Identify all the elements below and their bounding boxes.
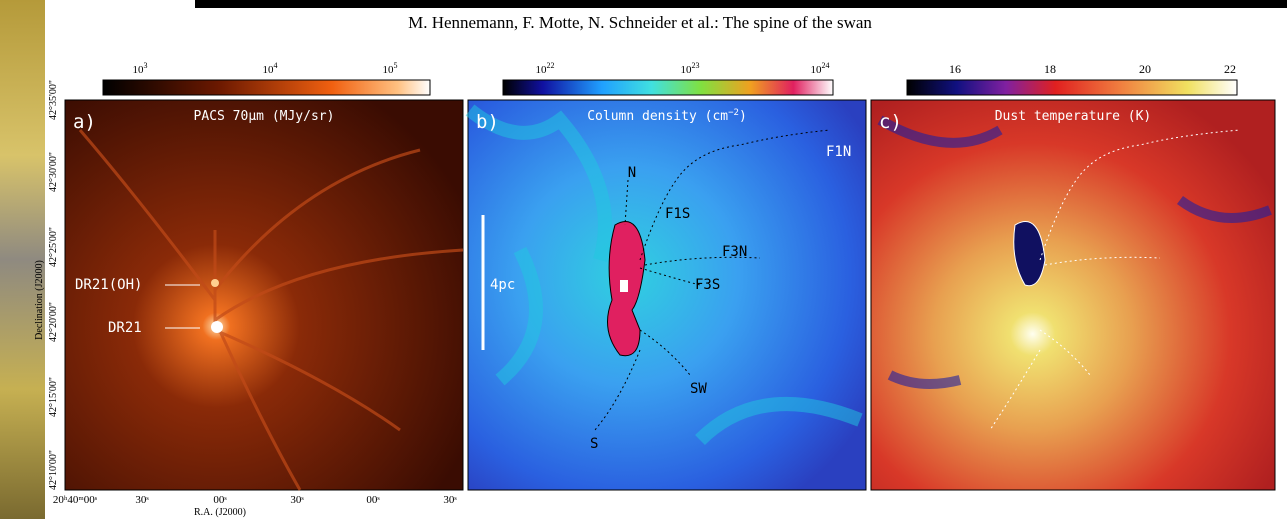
image [871,100,1275,490]
y-tick-label: 42°10'00" [48,450,59,490]
top-strip [195,0,1287,8]
y-tick-label: 42°25'00" [48,227,59,267]
panel-letter: b) [476,111,499,133]
panel-letter: a) [73,111,96,133]
tick-exp: 5 [394,61,398,70]
tick-base: 10 [383,64,395,76]
annotation: F1S [665,206,690,222]
title-text: Column density (cm [587,109,728,124]
tick-exp: 4 [274,61,278,70]
tick-base: 10 [811,64,823,76]
tick-base: 10 [133,64,145,76]
annotation: DR21 [108,320,142,336]
colorbar [503,80,833,95]
tick-base: 10 [536,64,548,76]
tick-base: 10 [263,64,275,76]
x-tick-label: 00ˢ [213,494,227,506]
x-tick-label: 30ˢ [443,494,457,506]
image [65,100,463,490]
source [211,279,219,287]
annotation: SW [690,381,707,397]
x-tick-label: 30ˢ [135,494,149,506]
x-tick-label: 00ˢ [366,494,380,506]
annotation: 4pc [490,277,515,293]
figure: M. Hennemann, F. Motte, N. Schneider et … [0,0,1287,519]
colorbar-tick: 105 [383,61,398,76]
header-title: M. Hennemann, F. Motte, N. Schneider et … [408,13,872,32]
y-axis-label: Declination (J2000) [34,260,45,340]
y-tick-label: 42°35'00" [48,80,59,120]
panel-title: Column density (cm−2) [587,108,747,124]
annotation: N [628,165,636,181]
annotation: F3N [722,244,747,260]
colorbar-tick: 1024 [811,61,830,76]
annotation: F1N [826,144,851,160]
source [211,321,223,333]
colorbar-tick: 18 [1044,62,1056,76]
title-sup: −2 [728,108,739,118]
colorbar-tick: 20 [1139,62,1151,76]
colorbar [907,80,1237,95]
tick-base: 10 [681,64,693,76]
page-edge [0,0,45,519]
panel-a [65,100,463,490]
panel-title: PACS 70μm (MJy/sr) [194,109,335,124]
colorbar-tick: 103 [133,61,148,76]
y-tick-label: 42°15'00" [48,377,59,417]
panel-title: Dust temperature (K) [995,109,1152,124]
panel-b [468,100,866,490]
panel-letter: c) [879,111,902,133]
x-tick-label: 20ʰ40ᵐ00ˢ [53,494,98,506]
annotation: F3S [695,277,720,293]
panel-c [871,100,1275,490]
annotation: S [590,436,598,452]
peak [620,280,628,292]
colorbar-tick: 22 [1224,62,1236,76]
y-tick-label: 42°30'00" [48,152,59,192]
colorbar-tick: 16 [949,62,961,76]
y-tick-label: 42°20'00" [48,302,59,342]
image [468,100,866,490]
colorbar-tick: 1023 [681,61,700,76]
tick-exp: 23 [692,61,700,70]
colorbar-tick: 104 [263,61,278,76]
colorbar-tick: 1022 [536,61,555,76]
annotation: DR21(OH) [75,277,142,293]
tick-exp: 22 [547,61,555,70]
colorbar [103,80,430,95]
title-text: ) [739,109,747,124]
x-axis-label: R.A. (J2000) [194,507,246,518]
tick-exp: 24 [822,61,830,70]
tick-exp: 3 [144,61,148,70]
x-tick-label: 30ˢ [290,494,304,506]
